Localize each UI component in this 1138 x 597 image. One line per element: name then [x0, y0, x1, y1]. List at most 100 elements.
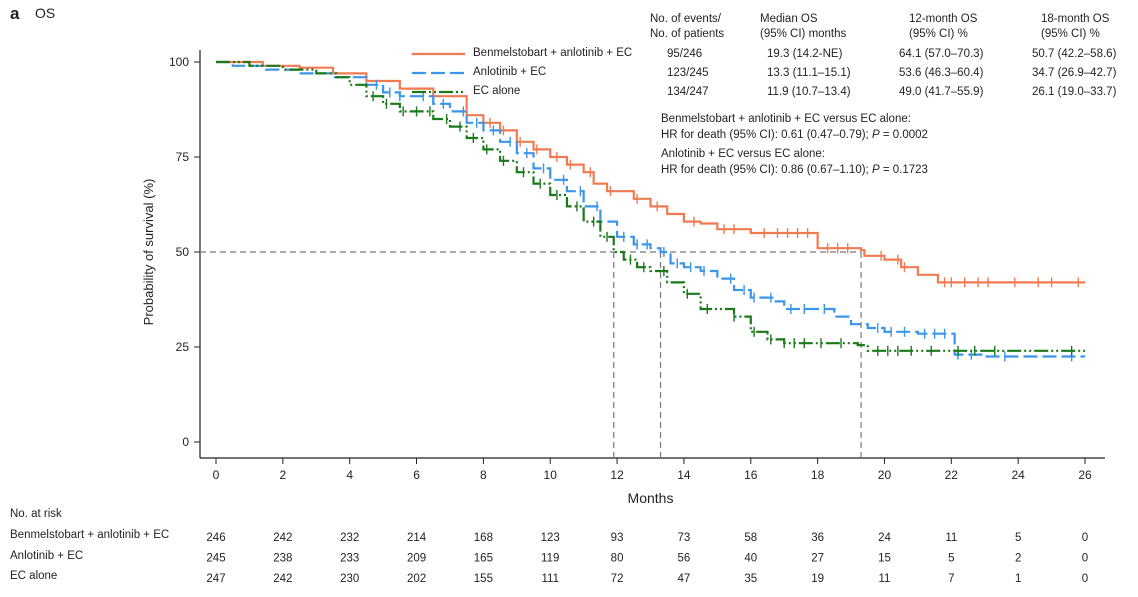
- hr-line: HR for death (95% CI): 0.86 (0.67–1.10);…: [661, 162, 928, 178]
- hr-line: HR for death (95% CI): 0.61 (0.47–0.79);…: [661, 127, 928, 143]
- y-tick-label: 25: [176, 340, 190, 354]
- risk-count: 19: [811, 573, 824, 585]
- risk-count: 40: [744, 553, 757, 565]
- risk-row-label: Benmelstobart + anlotinib + EC: [10, 529, 170, 541]
- risk-count: 123: [541, 532, 560, 544]
- risk-count: 168: [474, 532, 493, 544]
- risk-count: 214: [407, 532, 427, 544]
- risk-count: 11: [945, 532, 957, 544]
- header-18m: 18-month OS (95% CI) %: [1041, 12, 1109, 42]
- header-line: Median OS: [760, 13, 818, 25]
- header-events: No. of events/ No. of patients: [650, 12, 724, 42]
- risk-count: 93: [611, 532, 624, 544]
- x-tick-label: 10: [544, 468, 558, 482]
- risk-count: 5: [1015, 532, 1021, 544]
- legend-label-benmelstobart: Benmelstobart + anlotinib + EC: [473, 47, 633, 59]
- risk-count: 73: [678, 532, 691, 544]
- events-cell: 123/245: [667, 67, 709, 79]
- risk-count: 111: [541, 573, 558, 585]
- hr-annotation-1: Benmelstobart + anlotinib + EC versus EC…: [661, 111, 928, 143]
- x-tick-label: 8: [480, 468, 487, 482]
- header-line: 18-month OS: [1041, 13, 1110, 25]
- m18-cell: 34.7 (26.9–42.7): [1032, 67, 1117, 79]
- risk-count: 165: [474, 553, 493, 565]
- risk-count: 245: [206, 553, 225, 565]
- risk-count: 232: [340, 532, 359, 544]
- risk-row-label: EC alone: [10, 570, 58, 582]
- risk-count: 202: [407, 573, 426, 585]
- events-cell: 95/246: [667, 48, 703, 60]
- header-median: Median OS (95% CI) months: [760, 12, 846, 42]
- p-label: P: [871, 129, 880, 141]
- risk-count: 155: [474, 573, 493, 585]
- risk-count: 72: [611, 573, 624, 585]
- header-12m: 12-month OS (95% CI) %: [909, 12, 977, 42]
- y-tick-label: 100: [169, 55, 189, 69]
- risk-count: 58: [744, 532, 757, 544]
- survival-curve-ec_alone: [216, 60, 1085, 352]
- risk-count: 230: [340, 573, 359, 585]
- y-axis-label: Probability of survival (%): [141, 179, 156, 326]
- header-line: (95% CI) %: [1041, 28, 1100, 40]
- risk-count: 233: [340, 553, 359, 565]
- risk-count: 24: [878, 532, 891, 544]
- legend-label-ec-alone: EC alone: [473, 85, 521, 97]
- hr-value: HR for death (95% CI): 0.86 (0.67–1.10);: [661, 164, 872, 176]
- hr-annotation-2: Anlotinib + EC versus EC alone: HR for d…: [661, 146, 928, 178]
- survival-curve-anlotinib: [216, 60, 1085, 358]
- x-tick-label: 2: [280, 468, 287, 482]
- y-tick-label: 0: [182, 435, 189, 449]
- m18-cell: 50.7 (42.2–58.6): [1032, 48, 1117, 60]
- x-tick-label: 14: [677, 468, 691, 482]
- header-line: (95% CI) %: [909, 28, 968, 40]
- x-tick-label: 0: [213, 468, 220, 482]
- risk-count: 238: [273, 553, 292, 565]
- x-tick-label: 18: [811, 468, 825, 482]
- header-line: No. of patients: [650, 28, 725, 40]
- p-label: P: [871, 164, 880, 176]
- m12-cell: 53.6 (46.3–60.4): [899, 67, 984, 79]
- risk-table-title: No. at risk: [10, 508, 62, 520]
- y-tick-label: 75: [176, 150, 190, 164]
- panel-letter: a: [10, 4, 20, 23]
- risk-count: 119: [541, 553, 559, 565]
- risk-count: 15: [878, 553, 891, 565]
- x-tick-label: 20: [878, 468, 892, 482]
- m18-cell: 26.1 (19.0–33.7): [1032, 86, 1117, 98]
- panel-title: OS: [35, 5, 56, 21]
- risk-count: 242: [273, 573, 292, 585]
- risk-count: 56: [678, 553, 691, 565]
- x-tick-label: 24: [1011, 468, 1025, 482]
- p-value: = 0.0002: [879, 129, 928, 141]
- x-tick-label: 12: [610, 468, 624, 482]
- risk-count: 247: [206, 573, 225, 585]
- median-cell: 13.3 (11.1–15.1): [767, 67, 851, 79]
- risk-count: 27: [811, 553, 824, 565]
- risk-count: 11: [878, 573, 890, 585]
- median-cell: 19.3 (14.2-NE): [767, 48, 843, 60]
- x-tick-label: 16: [744, 468, 758, 482]
- risk-count: 5: [948, 553, 954, 565]
- x-tick-label: 22: [945, 468, 959, 482]
- p-value: = 0.1723: [879, 164, 928, 176]
- m12-cell: 64.1 (57.0–70.3): [899, 48, 984, 60]
- risk-count: 35: [744, 573, 757, 585]
- risk-count: 0: [1082, 532, 1088, 544]
- header-line: No. of events/: [650, 13, 721, 25]
- x-tick-label: 4: [346, 468, 353, 482]
- risk-count: 246: [206, 532, 225, 544]
- risk-count: 47: [678, 573, 691, 585]
- m12-cell: 49.0 (41.7–55.9): [899, 86, 984, 98]
- risk-count: 36: [811, 532, 824, 544]
- hr-comparison: Anlotinib + EC versus EC alone:: [661, 148, 825, 160]
- x-tick-label: 26: [1078, 468, 1092, 482]
- risk-count: 0: [1082, 573, 1088, 585]
- hr-value: HR for death (95% CI): 0.61 (0.47–0.79);: [661, 129, 872, 141]
- y-tick-label: 50: [176, 245, 190, 259]
- header-line: 12-month OS: [909, 13, 978, 25]
- x-tick-label: 6: [413, 468, 420, 482]
- risk-count: 0: [1082, 553, 1088, 565]
- risk-count: 209: [407, 553, 426, 565]
- events-cell: 134/247: [667, 86, 709, 98]
